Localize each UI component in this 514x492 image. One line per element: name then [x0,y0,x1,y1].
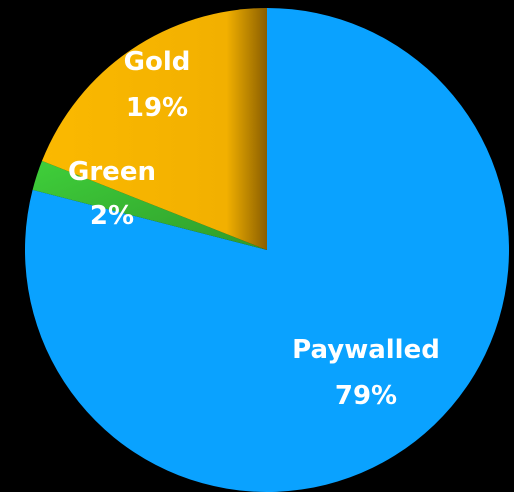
pie-slice-gold [41,7,267,250]
pie-slice-green [32,160,267,250]
slice-value-gold: 19% [126,93,188,123]
slice-value-green: 2% [90,201,134,231]
slice-label-paywalled: Paywalled [292,335,440,365]
slice-label-green: Green [68,157,156,187]
slice-label-gold: Gold [124,47,191,77]
slice-value-paywalled: 79% [335,381,397,411]
pie-slice-paywalled [25,8,509,492]
